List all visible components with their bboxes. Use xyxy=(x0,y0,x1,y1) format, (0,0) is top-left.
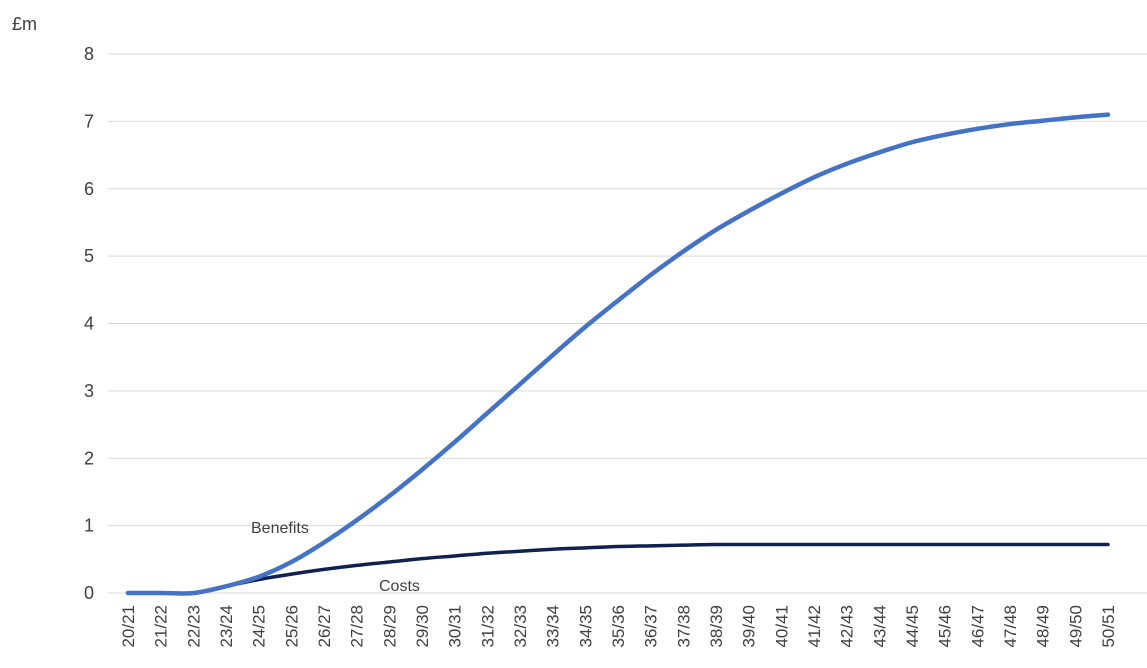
y-tick-label: 3 xyxy=(84,381,94,401)
series-label-costs: Costs xyxy=(379,578,420,595)
series-lines xyxy=(125,112,1111,596)
y-tick-label: 1 xyxy=(84,516,94,536)
x-axis-ticks: 20/21 21/22 22/23 23/24 24/25 25/26 26/27 27/28… xyxy=(119,605,1118,648)
x-tick-label: 50/51 xyxy=(1099,605,1118,648)
x-tick-label: 24/25 xyxy=(250,605,269,648)
x-tick-label: 43/44 xyxy=(870,605,889,648)
x-tick-label: 41/42 xyxy=(805,605,824,648)
x-tick-label: 32/33 xyxy=(511,605,530,648)
x-tick-label: 21/22 xyxy=(152,605,171,648)
series-line-benefits xyxy=(125,112,1111,596)
y-tick-label: 7 xyxy=(84,111,94,131)
x-tick-label: 38/39 xyxy=(707,605,726,648)
x-tick-label: 27/28 xyxy=(348,605,367,648)
y-tick-label: 0 xyxy=(84,583,94,603)
x-tick-label: 48/49 xyxy=(1034,605,1053,648)
x-tick-label: 26/27 xyxy=(315,605,334,648)
x-tick-label: 22/23 xyxy=(184,605,203,648)
y-tick-label: 8 xyxy=(84,44,94,64)
x-tick-label: 31/32 xyxy=(478,605,497,648)
x-tick-label: 30/31 xyxy=(446,605,465,648)
x-tick-label: 28/29 xyxy=(380,605,399,648)
y-tick-label: 6 xyxy=(84,179,94,199)
x-tick-label: 25/26 xyxy=(282,605,301,648)
y-axis-unit-label: £m xyxy=(12,14,37,34)
series-line-costs xyxy=(126,542,1110,596)
x-tick-label: 20/21 xyxy=(119,605,138,648)
series-label-benefits: Benefits xyxy=(251,520,309,537)
x-tick-label: 29/30 xyxy=(413,605,432,648)
x-tick-label: 33/34 xyxy=(544,605,563,648)
x-tick-label: 40/41 xyxy=(772,605,791,648)
x-tick-label: 47/48 xyxy=(1001,605,1020,648)
x-tick-label: 23/24 xyxy=(217,605,236,648)
y-tick-label: 4 xyxy=(84,314,94,334)
x-tick-label: 42/43 xyxy=(838,605,857,648)
x-tick-label: 37/38 xyxy=(674,605,693,648)
y-tick-label: 2 xyxy=(84,448,94,468)
x-tick-label: 46/47 xyxy=(968,605,987,648)
y-tick-label: 5 xyxy=(84,246,94,266)
x-tick-label: 35/36 xyxy=(609,605,628,648)
x-tick-label: 36/37 xyxy=(642,605,661,648)
y-axis-ticks: 0 1 2 3 4 5 6 7 8 xyxy=(84,44,94,603)
x-tick-label: 34/35 xyxy=(576,605,595,648)
gridlines xyxy=(108,53,1147,594)
x-tick-label: 45/46 xyxy=(936,605,955,648)
x-tick-label: 39/40 xyxy=(740,605,759,648)
x-tick-label: 49/50 xyxy=(1066,605,1085,648)
x-tick-label: 44/45 xyxy=(903,605,922,648)
